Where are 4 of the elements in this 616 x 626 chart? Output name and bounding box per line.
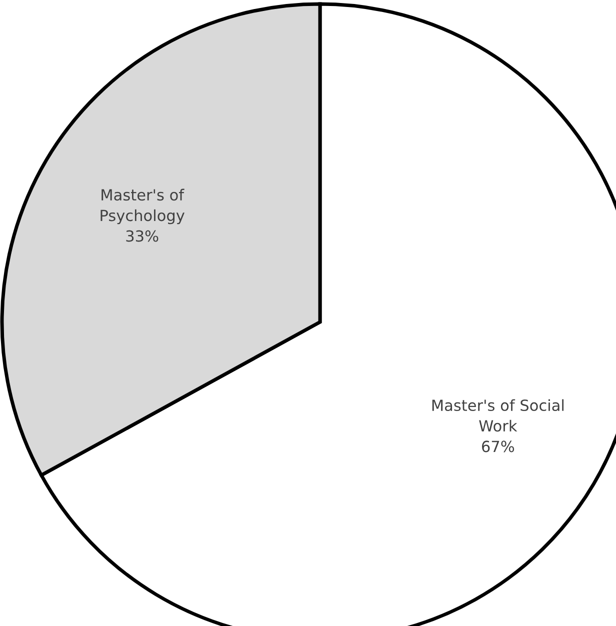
- data-label: 67%: [482, 440, 514, 452]
- data-label: 33%: [126, 230, 158, 242]
- slice-label: Master's of Social Work: [432, 399, 564, 432]
- slice-label: Master's of Psychology: [100, 188, 184, 224]
